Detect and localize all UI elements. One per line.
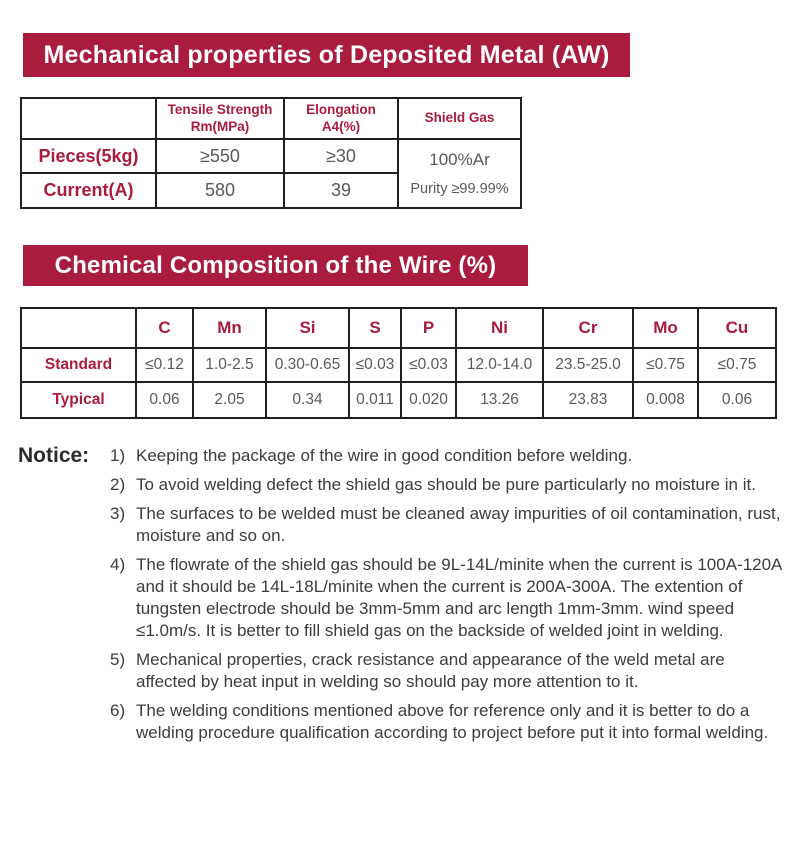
shield-gas-cell: 100%Ar Purity ≥99.99% xyxy=(397,138,522,209)
typical-cu: 0.06 xyxy=(697,381,777,419)
item-number: 1) xyxy=(110,446,126,465)
chem-corner-cell xyxy=(20,307,137,349)
row-label-current: Current(A) xyxy=(20,172,157,209)
notice-item-2: 2) To avoid welding defect the shield ga… xyxy=(110,474,792,496)
col-header-tensile-strength: Tensile Strength Rm(MPa) xyxy=(155,97,285,140)
standard-c: ≤0.12 xyxy=(135,347,194,383)
elongation-header-line2: A4(%) xyxy=(321,118,361,134)
typical-mn: 2.05 xyxy=(192,381,267,419)
item-text: Keeping the package of the wire in good … xyxy=(136,446,633,465)
item-text: The flowrate of the shield gas should be… xyxy=(136,555,782,640)
typical-p: 0.020 xyxy=(400,381,457,419)
current-tensile-value: 580 xyxy=(155,172,285,209)
item-text: To avoid welding defect the shield gas s… xyxy=(136,475,756,494)
mechanical-properties-title: Mechanical properties of Deposited Metal… xyxy=(43,40,610,69)
item-text: The surfaces to be welded must be cleane… xyxy=(136,504,781,545)
chem-row-standard: Standard ≤0.12 1.0-2.5 0.30-0.65 ≤0.03 ≤… xyxy=(20,347,777,383)
element-header-s: S xyxy=(348,307,402,349)
standard-cr: 23.5-25.0 xyxy=(542,347,634,383)
tensile-header-line1: Tensile Strength xyxy=(167,102,273,118)
standard-mo: ≤0.75 xyxy=(632,347,699,383)
typical-si: 0.34 xyxy=(265,381,350,419)
chemical-composition-title: Chemical Composition of the Wire (%) xyxy=(54,251,497,279)
item-number: 4) xyxy=(110,555,126,574)
chem-header-row: C Mn Si S P Ni Cr Mo Cu xyxy=(20,307,777,349)
notice-items: 1) Keeping the package of the wire in go… xyxy=(110,445,792,751)
item-number: 3) xyxy=(110,504,126,523)
notice-item-1: 1) Keeping the package of the wire in go… xyxy=(110,445,792,467)
shield-gas-value: 100%Ar xyxy=(429,150,490,169)
mech-header-row: Tensile Strength Rm(MPa) Elongation A4(%… xyxy=(20,97,522,140)
shield-gas-purity: Purity ≥99.99% xyxy=(410,181,509,197)
notice-section: Notice: 1) Keeping the package of the wi… xyxy=(18,445,792,751)
standard-cu: ≤0.75 xyxy=(697,347,777,383)
row-label-pieces: Pieces(5kg) xyxy=(20,138,157,174)
standard-s: ≤0.03 xyxy=(348,347,402,383)
spec-sheet-page: Mechanical properties of Deposited Metal… xyxy=(0,33,800,751)
pieces-tensile-value: ≥550 xyxy=(155,138,285,174)
typical-cr: 23.83 xyxy=(542,381,634,419)
element-header-ni: Ni xyxy=(455,307,544,349)
standard-si: 0.30-0.65 xyxy=(265,347,350,383)
element-header-cr: Cr xyxy=(542,307,634,349)
item-number: 5) xyxy=(110,650,126,669)
typical-ni: 13.26 xyxy=(455,381,544,419)
notice-item-3: 3) The surfaces to be welded must be cle… xyxy=(110,503,792,547)
mech-row-current: Current(A) 580 39 xyxy=(20,172,521,209)
row-label-typical: Typical xyxy=(20,381,137,419)
chemical-composition-table: C Mn Si S P Ni Cr Mo Cu Standard ≤0.12 1… xyxy=(20,307,777,419)
tensile-header-line2: Rm(MPa) xyxy=(190,118,250,134)
notice-item-4: 4) The flowrate of the shield gas should… xyxy=(110,554,792,642)
element-header-p: P xyxy=(400,307,457,349)
typical-c: 0.06 xyxy=(135,381,194,419)
standard-p: ≤0.03 xyxy=(400,347,457,383)
shield-gas-header-label: Shield Gas xyxy=(424,110,495,126)
element-header-mn: Mn xyxy=(192,307,267,349)
row-label-standard: Standard xyxy=(20,347,137,383)
mech-corner-cell xyxy=(20,97,157,140)
typical-s: 0.011 xyxy=(348,381,402,419)
chemical-composition-banner: Chemical Composition of the Wire (%) xyxy=(23,245,528,286)
typical-mo: 0.008 xyxy=(632,381,699,419)
pieces-elongation-value: ≥30 xyxy=(283,138,399,174)
mechanical-properties-table: Tensile Strength Rm(MPa) Elongation A4(%… xyxy=(20,97,522,209)
element-header-mo: Mo xyxy=(632,307,699,349)
current-elongation-value: 39 xyxy=(283,172,399,209)
chem-row-typical: Typical 0.06 2.05 0.34 0.011 0.020 13.26… xyxy=(20,381,777,419)
element-header-cu: Cu xyxy=(697,307,777,349)
mech-row-pieces: Pieces(5kg) ≥550 ≥30 100%Ar Purity ≥99.9… xyxy=(20,138,522,209)
item-number: 6) xyxy=(110,701,126,720)
notice-item-5: 5) Mechanical properties, crack resistan… xyxy=(110,649,792,693)
element-header-c: C xyxy=(135,307,194,349)
col-header-shield-gas: Shield Gas xyxy=(397,97,522,140)
mechanical-properties-banner: Mechanical properties of Deposited Metal… xyxy=(23,33,630,77)
notice-item-6: 6) The welding conditions mentioned abov… xyxy=(110,700,792,744)
item-text: The welding conditions mentioned above f… xyxy=(136,701,769,742)
elongation-header-line1: Elongation xyxy=(306,102,376,118)
notice-label: Notice: xyxy=(18,444,90,467)
standard-ni: 12.0-14.0 xyxy=(455,347,544,383)
item-number: 2) xyxy=(110,475,126,494)
col-header-elongation: Elongation A4(%) xyxy=(283,97,399,140)
item-text: Mechanical properties, crack resistance … xyxy=(136,650,725,691)
element-header-si: Si xyxy=(265,307,350,349)
standard-mn: 1.0-2.5 xyxy=(192,347,267,383)
